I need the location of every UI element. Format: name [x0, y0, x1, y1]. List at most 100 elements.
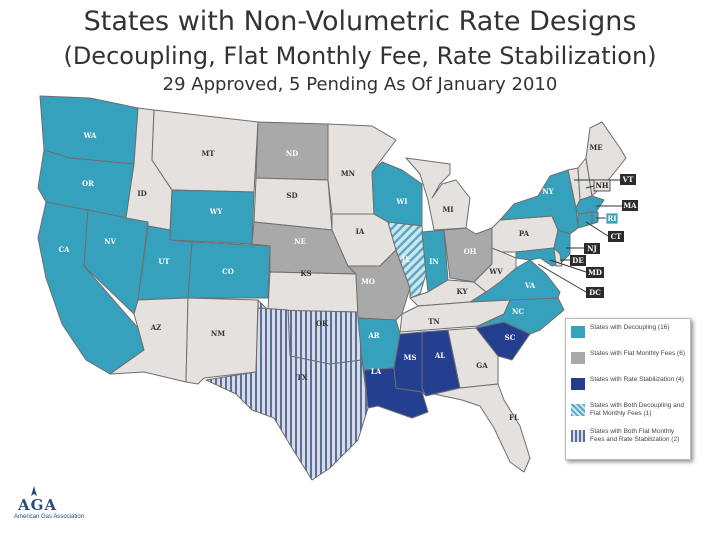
label-UT: UT	[158, 257, 170, 266]
legend-swatch-decoupling	[571, 326, 585, 338]
label-AR: AR	[367, 331, 379, 340]
label-VA: VA	[524, 281, 536, 290]
callout-DE: DE	[570, 255, 586, 266]
us-map: WA OR CA NV ID MT WY UT CO AZ NM ND SD N…	[37, 95, 638, 481]
callout-label-VT: VT	[622, 175, 634, 184]
label-ID: ID	[137, 189, 146, 198]
legend-label-rate-stabilization: States with Rate Stabilization (4)	[590, 376, 684, 383]
legend-item-decoupling: States with Decoupling (16)	[571, 324, 689, 350]
label-ME: ME	[589, 143, 602, 152]
callout-label-RI: RI	[607, 214, 616, 223]
label-WV: WV	[488, 267, 503, 276]
legend-item-both-decoupling-flat: States with Both Decoupling and Flat Mon…	[571, 402, 689, 428]
state-RI	[591, 211, 599, 225]
callout-label-NJ: NJ	[587, 244, 597, 253]
legend-swatch-both-decoupling-flat	[571, 404, 585, 416]
state-WI	[371, 161, 423, 227]
page-subtitle: (Decoupling, Flat Monthly Fee, Rate Stab…	[63, 42, 657, 70]
state-ME	[585, 121, 627, 197]
label-TN: TN	[428, 317, 440, 326]
callout-MA: MA	[622, 200, 638, 211]
legend: States with Decoupling (16) States with …	[565, 318, 691, 460]
state-MI	[405, 157, 471, 231]
state-GA	[447, 327, 499, 389]
status-line: 29 Approved, 5 Pending As Of January 201…	[162, 74, 558, 95]
state-NM	[185, 297, 259, 385]
callout-label-DE: DE	[572, 256, 583, 265]
label-PA: PA	[519, 229, 530, 238]
leader-dc	[537, 263, 587, 293]
label-OK: OK	[316, 319, 329, 328]
label-MI: MI	[442, 205, 453, 214]
logo-mark: AGA	[17, 496, 57, 514]
leader-md	[549, 259, 587, 273]
label-CO: CO	[222, 267, 234, 276]
legend-swatch-both-flat-stabilization	[571, 430, 585, 442]
state-KS	[267, 271, 359, 313]
callout-label-DC: DC	[589, 288, 601, 297]
flame-icon	[31, 486, 37, 496]
label-TX: TX	[297, 373, 308, 382]
label-KS: KS	[300, 269, 311, 278]
label-NC: NC	[512, 307, 524, 316]
callout-MD: MD	[586, 267, 604, 278]
callout-label-NH: NH	[595, 181, 608, 190]
label-NV: NV	[104, 237, 116, 246]
state-MS	[393, 331, 427, 397]
legend-swatch-flat-fee	[571, 352, 585, 364]
legend-label-both-flat-stabilization: States with Both Flat Monthly Fees and R…	[590, 428, 680, 443]
label-AZ: AZ	[150, 323, 162, 332]
state-WY	[169, 189, 255, 245]
callout-label-MA: MA	[623, 201, 637, 210]
leader-ct	[585, 221, 609, 237]
label-WA: WA	[83, 131, 97, 140]
label-KY: KY	[457, 287, 469, 296]
label-WY: WY	[209, 207, 224, 216]
leader-nh	[585, 185, 595, 189]
label-SC: SC	[505, 333, 516, 342]
logo-caption: American Gas Association	[14, 514, 85, 520]
legend-item-rate-stabilization: States with Rate Stabilization (4)	[571, 376, 689, 402]
label-MO: MO	[361, 277, 375, 286]
callout-DC: DC	[586, 287, 604, 298]
state-SD	[253, 177, 333, 231]
legend-item-both-flat-stabilization: States with Both Flat Monthly Fees and R…	[571, 428, 689, 454]
label-LA: LA	[371, 367, 382, 376]
state-AR	[357, 317, 401, 371]
label-NY: NY	[542, 187, 554, 196]
callout-VT: VT	[620, 174, 636, 185]
callout-NJ: NJ	[584, 243, 600, 254]
label-GA: GA	[476, 361, 488, 370]
label-SD: SD	[286, 191, 297, 200]
label-OR: OR	[82, 179, 94, 188]
callout-label-CT: CT	[611, 232, 623, 241]
label-MS: MS	[404, 353, 417, 362]
label-WI: WI	[395, 197, 407, 206]
page-title: States with Non-Volumetric Rate Designs	[83, 6, 637, 37]
legend-item-flat-fee: States with Flat Monthly Fees (6)	[571, 350, 689, 376]
legend-swatch-rate-stabilization	[571, 378, 585, 390]
label-IN: IN	[429, 257, 439, 266]
state-FL	[433, 383, 531, 473]
state-CO	[187, 241, 271, 299]
state-CT	[577, 211, 593, 229]
label-MT: MT	[202, 149, 216, 158]
label-OH: OH	[464, 247, 477, 256]
label-CA: CA	[58, 245, 70, 254]
legend-label-flat-fee: States with Flat Monthly Fees (6)	[590, 350, 686, 357]
label-IL: IL	[402, 255, 410, 264]
label-NM: NM	[211, 329, 225, 338]
state-TX	[205, 307, 369, 481]
state-NC	[475, 297, 565, 335]
legend-label-decoupling: States with Decoupling (16)	[590, 324, 670, 331]
callout-label-MD: MD	[588, 268, 602, 277]
label-MN: MN	[341, 169, 356, 178]
aga-logo: AGA	[17, 486, 57, 514]
label-NE: NE	[294, 237, 306, 246]
legend-label-both-decoupling-flat: States with Both Decoupling and Flat Mon…	[590, 402, 684, 417]
callout-NH: NH	[593, 179, 611, 192]
label-AL: AL	[434, 351, 445, 360]
label-IA: IA	[356, 227, 365, 236]
label-FL: FL	[509, 413, 519, 422]
callout-CT: CT	[608, 231, 624, 242]
